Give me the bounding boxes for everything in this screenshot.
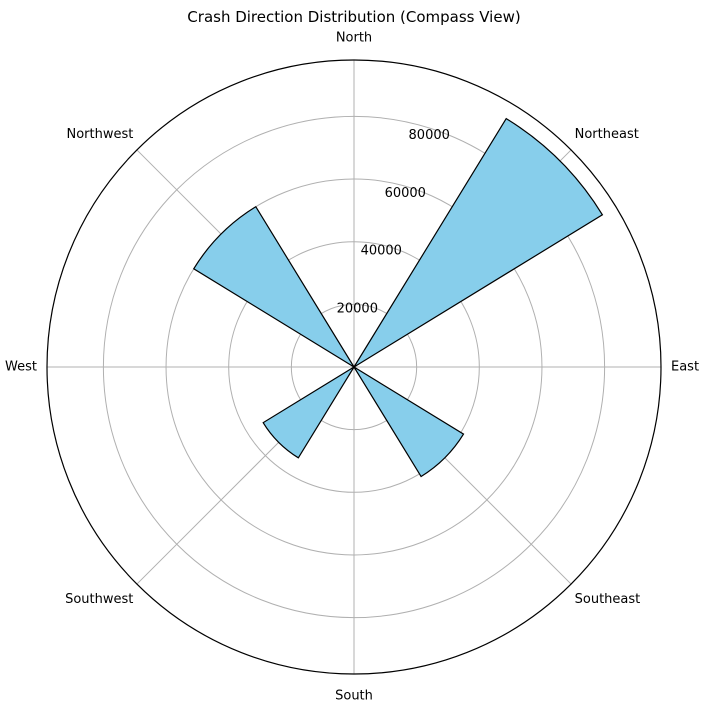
direction-label-east: East	[671, 360, 699, 375]
radial-tick-label: 40000	[361, 244, 402, 259]
direction-label-north: North	[336, 31, 372, 46]
outline-layer	[46, 59, 662, 675]
bar-southwest	[262, 366, 355, 459]
outer-circle	[46, 59, 662, 675]
bars-layer	[192, 117, 604, 478]
direction-label-northwest: Northwest	[66, 127, 133, 142]
direction-label-southeast: Southeast	[575, 592, 641, 607]
bar-northwest	[192, 205, 355, 368]
radial-tick-label: 20000	[337, 302, 378, 317]
radial-tick-labels: 20000 40000 60000 80000	[337, 128, 450, 317]
direction-label-northeast: Northeast	[575, 127, 639, 142]
radial-tick-label: 60000	[385, 186, 426, 201]
radial-tick-label: 80000	[409, 128, 450, 143]
direction-label-south: South	[335, 689, 373, 704]
direction-labels: North Northeast East Southeast South Southwes…	[5, 31, 699, 704]
bar-southeast	[353, 366, 465, 478]
bar-northeast	[353, 117, 604, 368]
direction-label-southwest: Southwest	[65, 592, 133, 607]
chart-title: Crash Direction Distribution (Compass Vi…	[187, 8, 520, 26]
direction-label-west: West	[5, 360, 37, 375]
